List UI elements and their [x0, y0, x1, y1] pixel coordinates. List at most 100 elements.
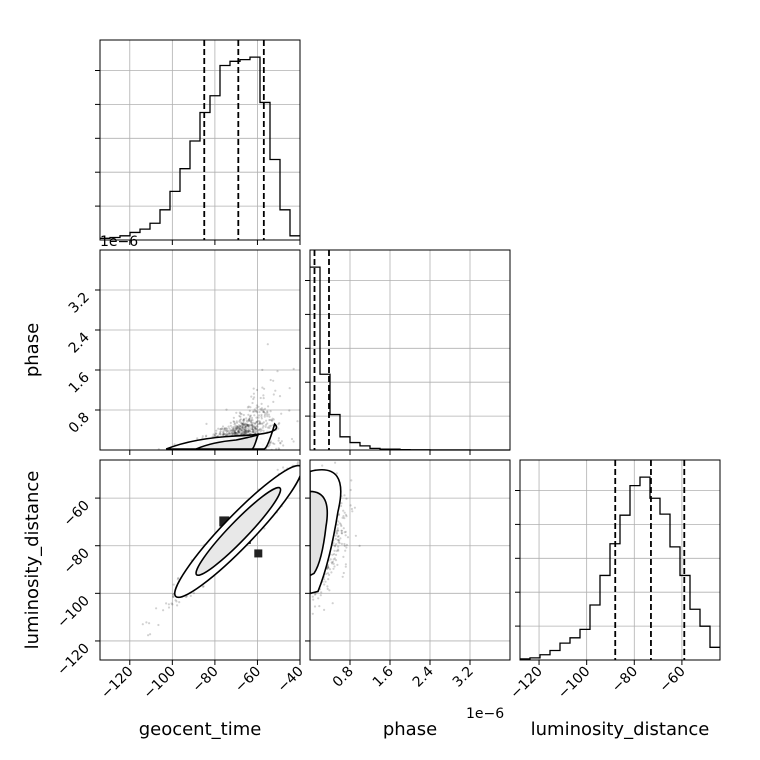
y-tick-label-phase: 2.4 — [66, 329, 93, 356]
scatter-point — [252, 410, 256, 413]
scatter-point — [245, 431, 248, 434]
scatter-point — [308, 455, 310, 457]
scatter-point — [165, 602, 168, 605]
scatter-point — [276, 370, 279, 373]
scatter-point — [340, 529, 343, 532]
x-tick-label-luminosity_distance: −80 — [609, 664, 641, 696]
scatter-point — [243, 424, 246, 427]
scatter-point — [312, 453, 314, 455]
scatter-point — [247, 405, 250, 408]
scatter-point — [301, 466, 303, 468]
scatter-point — [254, 427, 257, 430]
scatter-point — [249, 419, 252, 423]
scatter-point — [280, 440, 283, 443]
scatter-point — [344, 530, 347, 534]
scatter-point — [259, 422, 262, 425]
scatter-point — [251, 431, 255, 434]
scatter-point — [256, 423, 259, 426]
scatter-point — [213, 433, 216, 436]
contours-layer — [165, 422, 342, 599]
scatter-point — [254, 427, 257, 430]
scatter-point — [228, 433, 231, 436]
scatter-point — [255, 428, 258, 431]
scatter-point — [330, 561, 333, 564]
offset-text-bottom: 1e−6 — [466, 706, 504, 722]
scatter-point — [242, 419, 245, 422]
scatter-point — [313, 464, 315, 466]
scatter-point — [253, 422, 257, 425]
scatter-point — [331, 562, 334, 565]
scatter-point — [201, 585, 205, 588]
scatter-point — [234, 431, 237, 434]
scatter-point — [237, 424, 241, 427]
scatter-point — [222, 432, 225, 435]
scatter-point — [230, 429, 233, 432]
scatter-point — [241, 428, 244, 432]
scatter-point — [251, 424, 254, 427]
scatter-point — [233, 420, 236, 423]
scatter-point — [239, 412, 242, 415]
scatter-point — [340, 532, 344, 535]
scatter-point — [255, 420, 258, 423]
scatter-point — [233, 422, 237, 425]
scatter-point — [238, 420, 241, 423]
scatter-point — [173, 443, 176, 446]
scatter-point — [342, 571, 345, 575]
scatter-point — [255, 424, 258, 427]
scatter-point — [339, 523, 343, 526]
scatter-point — [235, 427, 238, 430]
scatter-point — [345, 543, 348, 547]
scatter-point — [296, 462, 299, 465]
scatter-point — [243, 431, 246, 434]
scatter-point — [245, 429, 248, 432]
scatter-point — [250, 419, 253, 422]
scatter-point — [258, 420, 261, 423]
scatter-point — [277, 427, 280, 430]
scatter-point — [234, 424, 237, 427]
scatter-point — [350, 479, 353, 482]
scatter-point — [314, 454, 316, 456]
scatter-point — [241, 422, 244, 425]
scatter-point — [246, 429, 250, 433]
scatter-point — [268, 426, 271, 430]
scatter-point — [251, 419, 254, 422]
scatter-point — [148, 622, 151, 625]
scatter-point — [304, 458, 306, 460]
scatter-point — [339, 537, 342, 540]
scatter-point — [240, 432, 243, 435]
scatter-point — [340, 542, 343, 546]
scatter-point — [335, 472, 338, 475]
scatter-point — [237, 427, 240, 430]
scatter-point — [225, 432, 228, 435]
scatter-point — [265, 419, 268, 422]
scatter-point — [244, 425, 247, 428]
scatter-point — [228, 429, 232, 433]
scatter-point — [238, 411, 241, 414]
scatter-point — [267, 413, 270, 416]
scatter-point — [246, 423, 249, 426]
scatter-point — [247, 413, 250, 416]
scatter-point — [226, 429, 229, 432]
scatter-point — [237, 429, 240, 432]
scatter-point — [225, 429, 228, 432]
scatter-point — [282, 444, 285, 447]
scatter-point — [260, 402, 263, 405]
scatter-point — [261, 422, 264, 425]
scatter-point — [223, 427, 226, 430]
scatter-point — [336, 538, 339, 542]
scatter-point — [270, 419, 273, 422]
scatter-point — [252, 430, 255, 433]
scatter-point — [229, 424, 232, 427]
scatter-point — [353, 506, 356, 509]
scatter-point — [246, 423, 249, 426]
scatter-point — [354, 534, 357, 537]
scatter-point — [236, 425, 239, 428]
scatter-point — [231, 432, 234, 435]
scatter-point — [271, 417, 274, 420]
scatter-point — [331, 602, 334, 605]
scatter-point — [333, 557, 336, 560]
grid-layer — [100, 40, 720, 660]
scatter-point — [296, 420, 299, 423]
scatter-point — [233, 430, 236, 433]
scatter-point — [241, 426, 244, 429]
